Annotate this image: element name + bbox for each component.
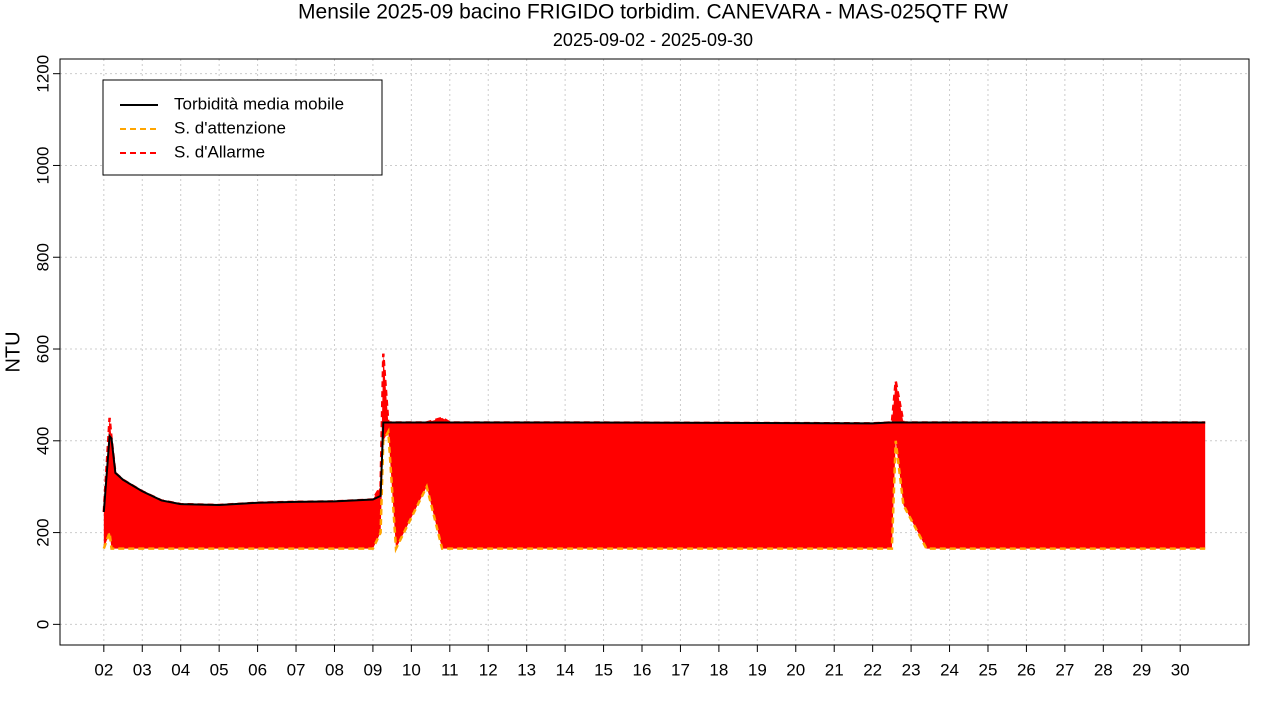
- x-tick-label: 27: [1055, 660, 1074, 679]
- x-tick-label: 13: [517, 660, 536, 679]
- legend-label: Torbidità media mobile: [174, 94, 344, 113]
- x-tick-label: 11: [441, 660, 459, 679]
- x-tick-label: 05: [210, 660, 229, 679]
- x-tick-label: 09: [363, 660, 382, 679]
- y-tick-label: 1200: [33, 55, 52, 93]
- x-tick-label: 03: [133, 660, 152, 679]
- x-tick-label: 17: [671, 660, 690, 679]
- threshold-line: [102, 427, 1206, 554]
- y-tick-label: 600: [33, 335, 52, 363]
- x-tick-label: 26: [1017, 660, 1036, 679]
- x-tick-label: 28: [1094, 660, 1113, 679]
- plot-frame: [59, 58, 1250, 646]
- x-tick-label: 21: [825, 660, 844, 679]
- x-tick-label: 20: [786, 660, 805, 679]
- series-line: [102, 421, 1206, 512]
- alarm-area: [103, 353, 1206, 549]
- x-tick-label: 12: [479, 660, 498, 679]
- x-tick-label: 29: [1132, 660, 1151, 679]
- x-tick-label: 24: [940, 660, 959, 679]
- x-tick-label: 10: [402, 660, 421, 679]
- x-tick-label: 22: [863, 660, 882, 679]
- y-tick-label: 800: [33, 243, 52, 271]
- x-tick-label: 16: [633, 660, 652, 679]
- x-tick-label: 02: [94, 660, 113, 679]
- y-tick-label: 1000: [33, 147, 52, 185]
- x-tick-label: 04: [171, 660, 190, 679]
- x-tick-label: 08: [325, 660, 344, 679]
- legend-label: S. d'Allarme: [174, 142, 265, 161]
- y-tick-label: 400: [33, 427, 52, 455]
- y-axis-label: NTU: [2, 331, 24, 372]
- legend-box: [102, 79, 383, 176]
- x-tick-label: 30: [1171, 660, 1190, 679]
- chart-title: Mensile 2025-09 bacino FRIGIDO torbidim.…: [298, 1, 1008, 24]
- y-tick-label: 0: [33, 620, 52, 629]
- x-tick-label: 07: [287, 660, 306, 679]
- x-tick-label: 19: [748, 660, 767, 679]
- x-tick-label: 06: [248, 660, 267, 679]
- x-tick-label: 15: [594, 660, 613, 679]
- x-tick-label: 14: [556, 660, 575, 679]
- x-tick-label: 18: [709, 660, 728, 679]
- x-tick-label: 23: [902, 660, 921, 679]
- legend-label: S. d'attenzione: [174, 118, 286, 137]
- x-tick-label: 25: [979, 660, 998, 679]
- chart-subtitle: 2025-09-02 - 2025-09-30: [553, 30, 753, 50]
- y-tick-label: 200: [33, 518, 52, 546]
